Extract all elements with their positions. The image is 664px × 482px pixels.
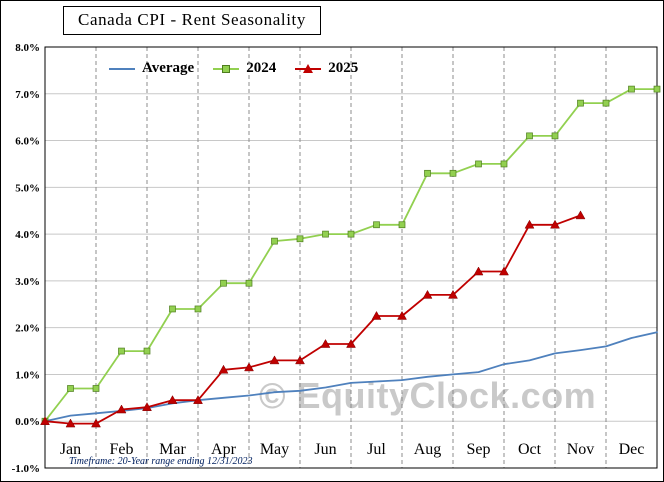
svg-text:4.0%: 4.0%	[15, 229, 40, 241]
legend-item-2025: 2025	[295, 60, 358, 77]
svg-text:3.0%: 3.0%	[15, 276, 40, 288]
svg-text:Aug: Aug	[414, 441, 442, 458]
chart-title: Canada CPI - Rent Seasonality	[63, 6, 321, 35]
svg-text:Jun: Jun	[314, 441, 336, 458]
square-marker-icon	[213, 63, 240, 75]
svg-text:Feb: Feb	[110, 441, 134, 458]
svg-text:Jul: Jul	[367, 441, 386, 458]
legend-item-2024: 2024	[213, 60, 276, 77]
svg-text:7.0%: 7.0%	[15, 89, 40, 101]
equityclock-watermark: © EquityClock.com	[259, 375, 597, 416]
legend-label-2025: 2025	[328, 60, 359, 76]
svg-text:1.0%: 1.0%	[15, 369, 40, 381]
svg-text:Nov: Nov	[567, 441, 595, 458]
svg-text:6.0%: 6.0%	[15, 136, 40, 148]
average-line-icon	[109, 63, 135, 75]
svg-text:Sep: Sep	[467, 441, 491, 458]
legend-item-average: Average	[109, 60, 194, 77]
svg-text:Oct: Oct	[518, 441, 542, 458]
svg-text:2.0%: 2.0%	[15, 323, 40, 335]
legend-label-2024: 2024	[246, 60, 277, 76]
svg-text:-1.0%: -1.0%	[12, 463, 40, 475]
svg-text:8.0%: 8.0%	[15, 42, 40, 54]
svg-text:May: May	[260, 441, 289, 458]
triangle-marker-icon	[295, 63, 322, 75]
svg-text:Dec: Dec	[619, 441, 645, 458]
svg-text:Apr: Apr	[211, 441, 237, 458]
legend: Average 2024 2025	[109, 60, 358, 77]
chart-title-text: Canada CPI - Rent Seasonality	[78, 10, 306, 29]
svg-text:Mar: Mar	[159, 441, 186, 458]
svg-text:5.0%: 5.0%	[15, 182, 40, 194]
legend-label-average: Average	[142, 60, 195, 76]
timeframe-note: Timeframe: 20-Year range ending 12/31/20…	[69, 456, 253, 467]
svg-text:Jan: Jan	[60, 441, 81, 458]
svg-text:0.0%: 0.0%	[15, 416, 40, 428]
